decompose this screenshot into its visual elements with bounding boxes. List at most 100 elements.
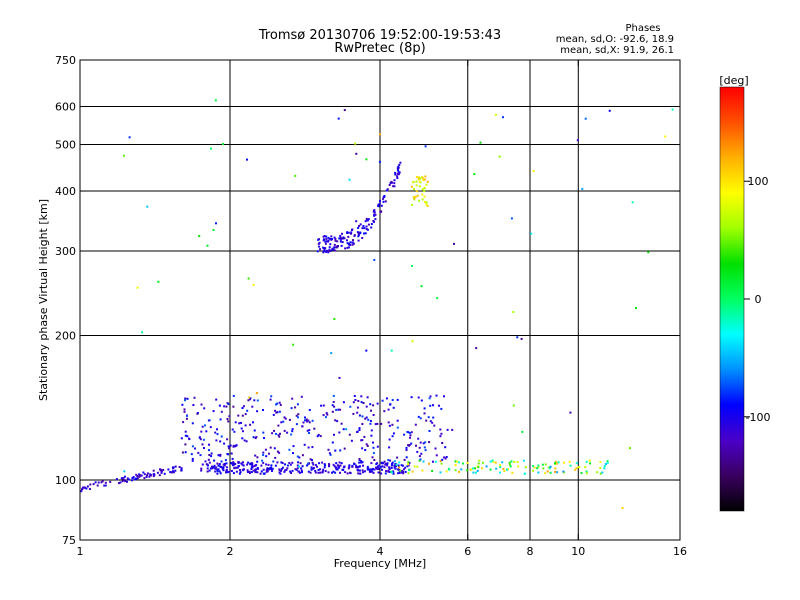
data-point [200,403,203,406]
data-point [390,470,393,473]
data-point [211,467,214,470]
data-point [123,475,126,478]
data-point [232,462,235,465]
data-point [308,409,311,411]
data-point [384,200,387,203]
data-point [307,419,310,422]
data-point [629,447,631,450]
data-point [533,466,536,469]
data-point [335,246,338,249]
data-point [530,232,533,235]
data-point [338,237,341,240]
data-point [332,463,335,466]
data-point [81,487,84,490]
data-point [369,422,372,425]
data-point [510,460,513,463]
data-point [358,469,361,472]
data-point [254,437,257,440]
data-point [423,412,426,415]
data-point [230,462,233,465]
data-point [252,469,255,472]
data-point [343,237,346,240]
data-point [324,240,327,243]
data-point [333,236,336,239]
data-point [224,459,227,462]
data-point [394,467,397,470]
data-point [373,214,376,217]
data-point [418,446,421,449]
data-point [394,463,397,465]
data-point [220,460,223,463]
data-point [390,349,393,352]
data-point [369,403,372,406]
data-point [297,416,299,419]
data-point [537,464,540,467]
data-point [272,413,275,416]
data-point [80,490,83,493]
data-point [215,439,218,442]
data-point [336,420,339,423]
data-point [367,418,370,421]
data-point [181,403,184,406]
data-point [232,464,235,467]
data-point [393,464,396,467]
data-point [395,463,398,466]
x-tick-label: 16 [673,545,687,558]
data-point [407,461,410,464]
data-point [191,445,194,448]
data-point [337,466,340,469]
data-point [122,477,125,480]
data-point [339,471,341,474]
data-point [288,418,291,421]
data-point [331,404,334,407]
data-point [291,469,294,472]
data-point [184,430,187,433]
data-point [444,446,447,449]
data-point [454,460,457,463]
data-point [396,456,399,459]
data-point [354,142,357,145]
data-point [339,240,342,243]
data-point [85,487,88,490]
data-point [453,242,455,245]
data-point [143,473,146,476]
data-point [355,466,358,469]
data-point [228,415,231,418]
y-tick-label: 400 [55,185,76,198]
data-point [423,178,426,181]
data-point [229,444,232,447]
data-point [383,460,386,463]
data-point [444,457,447,460]
data-point [340,422,343,425]
data-point [288,462,291,464]
data-point [417,415,420,418]
data-point [160,471,163,474]
data-point [428,430,431,432]
data-point [423,195,426,198]
data-point [383,466,386,469]
data-point [306,429,309,432]
data-point [361,237,364,239]
data-point [411,264,413,267]
data-point [299,462,302,465]
data-point [291,461,294,464]
data-point [256,467,259,469]
data-point [603,467,606,470]
data-point [311,459,313,461]
data-point [385,470,388,472]
data-point [216,468,219,471]
data-point [314,464,317,467]
data-point [234,421,237,424]
phase-stats-x: mean, sd,X: 91.9, 26.1 [560,45,674,56]
data-point [362,464,364,467]
data-point [317,468,320,471]
data-point [339,408,342,411]
data-point [357,233,360,236]
data-point [390,464,393,467]
data-point [356,411,359,414]
data-point [130,479,133,482]
data-point [325,412,328,415]
data-point [383,195,386,197]
data-point [290,433,293,436]
data-point [242,430,244,433]
